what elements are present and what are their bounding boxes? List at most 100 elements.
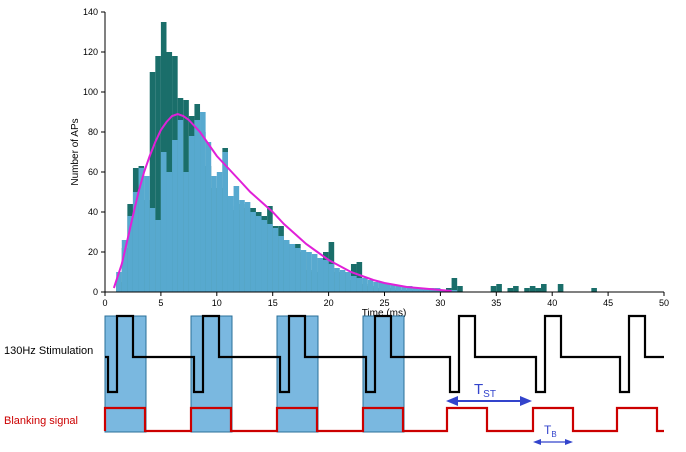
- y-axis-label: Number of APs: [70, 118, 81, 185]
- bar-blue-36: [317, 258, 324, 292]
- bar-teal-68: [535, 288, 542, 292]
- histogram-panel: 0 5 10 15 20 25 30 35 40 45 50 020406080100120140 …: [70, 7, 669, 319]
- bar-blue-31: [289, 244, 296, 292]
- bar-blue-4: [138, 168, 145, 292]
- bar-blue-0: [116, 272, 122, 292]
- bar-blue-38: [328, 264, 335, 292]
- x-tick-label-40: 40: [547, 298, 557, 308]
- blanking-label: Blanking signal: [4, 415, 78, 427]
- tb-subscript: B: [551, 430, 556, 439]
- bar-blue-5: [144, 176, 150, 292]
- bar-blue-28: [272, 228, 279, 292]
- bar-blue-9: [166, 172, 173, 292]
- bar-blue-30: [283, 240, 290, 292]
- tst-label: TST: [474, 381, 496, 400]
- shade-region-1: [190, 315, 233, 433]
- bar-blue-29: [278, 236, 284, 292]
- bar-blue-42: [350, 276, 357, 292]
- x-tick-label-35: 35: [491, 298, 501, 308]
- bar-blue-27: [267, 224, 273, 292]
- bar-blue-22: [239, 200, 245, 292]
- bar-blue-49: [390, 284, 396, 292]
- timing-diagram: 130Hz Stimulation Blanking signal TST TB: [4, 314, 664, 445]
- bar-blue-52: [406, 286, 413, 292]
- bar-blue-39: [334, 268, 340, 292]
- bar-teal-69: [541, 284, 547, 292]
- y-tick-label-140: 140: [83, 7, 98, 17]
- y-tick-label-100: 100: [83, 87, 98, 97]
- bar-blue-19: [222, 152, 228, 292]
- x-tick-label-0: 0: [102, 298, 107, 308]
- bar-blue-2: [127, 216, 133, 292]
- y-tick-label-0: 0: [93, 287, 98, 297]
- tb-label: TB: [544, 423, 557, 439]
- x-tick-label-10: 10: [212, 298, 222, 308]
- x-tick-label-50: 50: [659, 298, 669, 308]
- bar-blue-11: [177, 120, 184, 292]
- bar-blue-13: [188, 136, 195, 292]
- bar-teal-65: [513, 286, 519, 292]
- bar-blue-8: [160, 152, 167, 292]
- bars-light-blue-series: [116, 112, 458, 292]
- bar-blue-10: [172, 140, 178, 292]
- y-tick-label-40: 40: [88, 207, 98, 217]
- bar-blue-17: [211, 176, 217, 292]
- bar-teal-60: [451, 278, 458, 292]
- bar-blue-25: [255, 216, 262, 292]
- bar-blue-12: [183, 172, 189, 292]
- bar-teal-61: [457, 286, 463, 292]
- x-tick-label-45: 45: [603, 298, 613, 308]
- x-axis-ticks: 0 5 10 15 20 25 30 35 40 45 50: [102, 292, 669, 308]
- tst-subscript: ST: [483, 389, 496, 400]
- bar-blue-50: [395, 286, 402, 292]
- bar-blue-18: [216, 172, 223, 292]
- stimulation-label: 130Hz Stimulation: [4, 345, 93, 357]
- stimulation-waveform: [105, 314, 664, 394]
- x-tick-label-15: 15: [268, 298, 278, 308]
- bar-blue-3: [132, 192, 139, 292]
- bar-blue-14: [194, 120, 201, 292]
- bar-blue-47: [378, 282, 385, 292]
- bar-blue-44: [362, 278, 368, 292]
- blanking-waveform: [103, 406, 664, 433]
- bar-blue-15: [200, 112, 206, 292]
- y-tick-label-60: 60: [88, 167, 98, 177]
- bar-teal-43: [356, 262, 363, 292]
- shade-region-3: [362, 315, 405, 433]
- bar-blue-34: [306, 252, 312, 292]
- y-tick-label-20: 20: [88, 247, 98, 257]
- x-tick-label-5: 5: [158, 298, 163, 308]
- bar-blue-41: [345, 272, 351, 292]
- bar-blue-43: [356, 278, 363, 292]
- bar-blue-26: [261, 220, 268, 292]
- blanking-shade-regions: [104, 315, 405, 433]
- bar-blue-33: [300, 250, 307, 292]
- tst-arrowhead-left: [446, 396, 458, 406]
- bar-blue-53: [412, 288, 419, 292]
- bar-blue-1: [121, 240, 128, 292]
- fit-curve-line: [112, 112, 452, 292]
- x-tick-label-25: 25: [379, 298, 389, 308]
- bar-blue-40: [339, 270, 346, 292]
- x-axis-label: Time (ms): [362, 308, 407, 319]
- tb-arrowhead-left: [533, 439, 541, 445]
- bar-blue-35: [311, 254, 318, 292]
- shade-region-0: [104, 315, 147, 433]
- x-tick-label-20: 20: [324, 298, 334, 308]
- bar-teal-67: [529, 286, 536, 292]
- bar-teal-70: [557, 284, 564, 292]
- bar-teal-7: [155, 56, 161, 292]
- bar-blue-23: [244, 202, 251, 292]
- bar-blue-24: [250, 212, 256, 292]
- bar-blue-6: [149, 208, 156, 292]
- bar-teal-66: [524, 288, 530, 292]
- bar-blue-60: [451, 290, 458, 292]
- bar-blue-7: [155, 220, 161, 292]
- bar-teal-6: [149, 72, 156, 292]
- bar-blue-46: [373, 282, 379, 292]
- y-axis-ticks: 0 20 40 60 80 100 120 140: [83, 7, 105, 297]
- bar-blue-21: [233, 186, 240, 292]
- bar-blue-54: [418, 288, 424, 292]
- bar-teal-64: [507, 288, 514, 292]
- bar-blue-48: [384, 284, 391, 292]
